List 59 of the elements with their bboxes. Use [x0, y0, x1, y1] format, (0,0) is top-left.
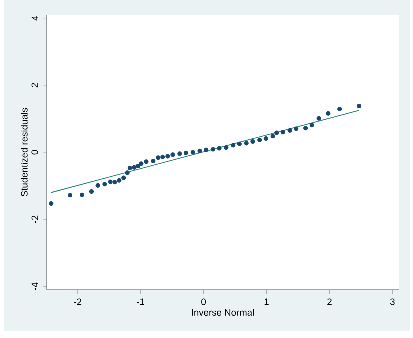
point	[316, 116, 322, 121]
x-tick-label: -2	[74, 298, 82, 306]
point	[250, 139, 256, 144]
point	[288, 128, 292, 133]
point	[198, 148, 202, 154]
point	[304, 126, 308, 131]
point	[338, 106, 342, 112]
point	[190, 150, 196, 155]
point	[357, 104, 362, 108]
point	[96, 183, 100, 188]
point	[280, 130, 286, 135]
point	[184, 150, 188, 156]
point	[156, 156, 161, 160]
x-tick-label: 3	[390, 298, 395, 306]
point	[224, 146, 229, 150]
x-tick-label: -1	[137, 298, 145, 306]
point	[139, 162, 144, 166]
point	[117, 178, 122, 183]
point	[89, 189, 94, 194]
point	[310, 123, 314, 128]
y-tick-label: 0	[32, 150, 38, 155]
point	[270, 134, 276, 139]
point	[237, 142, 242, 146]
point	[112, 180, 118, 185]
point	[217, 146, 222, 151]
x-tick-label: 1	[264, 298, 269, 306]
point	[231, 143, 236, 148]
point	[166, 154, 170, 159]
point	[132, 165, 137, 170]
x-axis-title: Inverse Normal	[192, 309, 254, 316]
y-axis-title: Studentized residuals	[21, 108, 28, 197]
point	[125, 170, 130, 176]
point	[210, 147, 216, 152]
point	[49, 202, 54, 206]
point	[326, 111, 331, 116]
point	[68, 193, 73, 198]
point	[160, 154, 166, 160]
point	[244, 141, 249, 146]
point	[122, 176, 126, 180]
y-tick-label: -4	[32, 282, 38, 290]
point	[294, 126, 299, 132]
x-tick-label: 2	[328, 298, 332, 306]
point	[102, 182, 108, 187]
x-tick-label: 0	[202, 298, 206, 306]
point	[170, 152, 176, 158]
point	[108, 180, 113, 184]
point	[178, 152, 182, 156]
point	[144, 160, 149, 164]
y-tick-label: -2	[32, 216, 38, 224]
point	[136, 164, 141, 169]
y-tick-label: 4	[32, 16, 38, 21]
point	[80, 192, 85, 198]
y-tick-label: 2	[32, 83, 38, 88]
point	[258, 138, 262, 142]
point	[151, 158, 156, 164]
point	[204, 148, 209, 152]
point	[274, 130, 280, 136]
point	[264, 136, 268, 142]
point	[128, 166, 132, 171]
